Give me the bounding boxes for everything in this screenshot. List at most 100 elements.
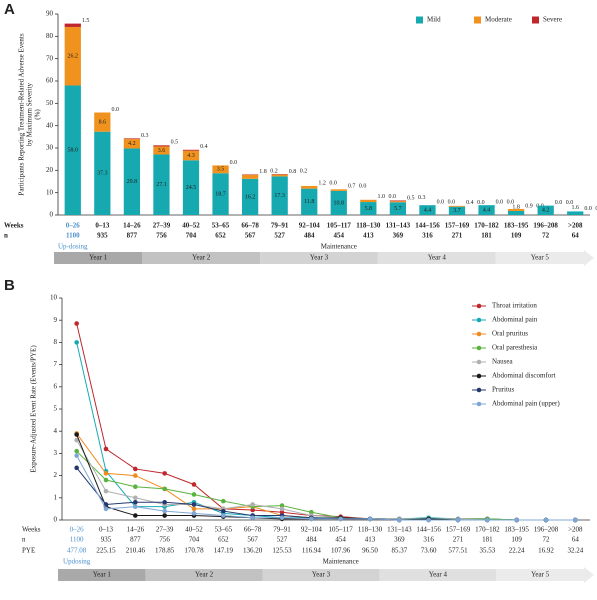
y-tick-label: 80	[46, 32, 54, 40]
row-value: 178.85	[155, 547, 175, 555]
legend-swatch	[532, 17, 539, 24]
row-value: 14–26	[127, 526, 145, 534]
legend-marker	[477, 332, 482, 337]
series-marker	[74, 449, 79, 454]
series-line	[77, 468, 576, 520]
row-value: 0–13	[95, 222, 110, 230]
row-value: 64	[572, 536, 580, 544]
row-value: 170–182	[474, 222, 499, 230]
legend-label: Abdominal pain	[492, 316, 538, 324]
series-line	[77, 342, 576, 520]
y-axis-label: Exposure-Adjusted Event Rate (Events/PYE…	[30, 345, 38, 473]
row-value: 79–91	[273, 526, 291, 534]
row-value: 271	[452, 232, 463, 240]
bar-value-label: 0.0	[496, 200, 504, 206]
series-marker	[162, 487, 167, 492]
row-value: 157–169	[445, 222, 470, 230]
series-marker	[133, 500, 138, 505]
row-value: 877	[130, 536, 141, 544]
row-value: 27–39	[156, 526, 174, 534]
row-value: 210.46	[126, 547, 146, 555]
row-value: 131–143	[387, 526, 412, 534]
row-value: 704	[189, 536, 200, 544]
panel-letter: B	[4, 277, 15, 294]
row-value: 652	[215, 232, 226, 240]
row-value: 181	[481, 232, 492, 240]
legend-marker	[477, 304, 482, 309]
row-label: n	[22, 536, 26, 544]
row-value: 316	[422, 232, 433, 240]
y-tick-label: 40	[46, 121, 54, 129]
bar-value-label: 37.3	[97, 171, 108, 177]
row-value: 64	[572, 232, 580, 240]
y-tick-label: 3	[54, 449, 58, 457]
series-marker	[133, 496, 138, 501]
row-value: 35.53	[479, 547, 495, 555]
series-marker	[280, 507, 285, 512]
year-band-label: Year 2	[195, 571, 214, 579]
bar-segment	[301, 186, 317, 189]
row-value: 413	[363, 232, 374, 240]
row-value: 144–156	[415, 222, 440, 230]
row-value: 109	[511, 536, 522, 544]
y-tick-label: 10	[46, 188, 54, 196]
year-band-label: Year 4	[428, 254, 447, 262]
bar-value-label: 0.2	[300, 169, 308, 175]
series-marker	[162, 471, 167, 476]
y-tick-label: 10	[50, 294, 58, 302]
bar-segment	[65, 24, 81, 27]
legend-label: Abdominal pain (upper)	[492, 400, 560, 408]
panel-letter: A	[4, 1, 15, 18]
series-marker	[133, 467, 138, 472]
bar-value-label: 0.0	[584, 206, 592, 212]
series-marker	[104, 507, 109, 512]
bar-value-label: 0.0	[359, 184, 367, 190]
year-band-arrow	[584, 567, 594, 583]
y-tick-label: 50	[46, 99, 54, 107]
row-value: 27–39	[153, 222, 171, 230]
row-value: 225.15	[96, 547, 116, 555]
bar-value-label: 0.0	[329, 180, 337, 186]
row-value: 85.37	[391, 547, 407, 555]
row-value: 413	[365, 536, 376, 544]
series-marker	[162, 513, 167, 518]
legend-marker	[477, 402, 482, 407]
bar-value-label: 8.6	[99, 119, 107, 125]
row-value: 935	[101, 536, 112, 544]
bar-value-label: 29.8	[127, 179, 138, 185]
series-marker	[338, 517, 343, 522]
legend-label: Oral paresthesia	[492, 344, 538, 352]
row-value: 131–143	[386, 222, 411, 230]
bar-value-label: 3.6	[158, 148, 166, 154]
row-label: n	[4, 232, 8, 240]
bar-value-label: 24.5	[186, 185, 197, 191]
bar-value-label: 26.2	[68, 54, 79, 60]
series-marker	[162, 500, 167, 505]
y-tick-label: 0	[50, 211, 54, 219]
row-value: 183–195	[504, 526, 529, 534]
bar-segment	[153, 145, 169, 146]
row-value: 66–78	[244, 526, 262, 534]
row-value: 40–52	[185, 526, 203, 534]
bar-value-label: 0.5	[407, 196, 415, 202]
year-band-label: Year 3	[310, 254, 329, 262]
y-tick-label: 60	[46, 77, 54, 85]
legend-swatch	[416, 17, 423, 24]
bar-value-label: 4.4	[424, 207, 432, 213]
y-axis-label: by Maximum Severity	[26, 83, 34, 146]
series-marker	[74, 321, 79, 326]
bar-value-label: 4.2	[128, 141, 136, 147]
series-marker	[104, 489, 109, 494]
legend-marker	[477, 360, 482, 365]
legend-label: Nausea	[492, 358, 513, 366]
bar-value-label: 0.0	[111, 107, 119, 113]
bar-value-label: 27.1	[156, 182, 167, 188]
bar-value-label: 10.8	[334, 200, 345, 206]
row-value: 136.20	[243, 547, 263, 555]
row-label: Weeks	[4, 222, 24, 230]
y-tick-label: 4	[54, 427, 58, 435]
y-tick-label: 9	[54, 316, 58, 324]
series-marker	[104, 447, 109, 452]
y-tick-label: 70	[46, 54, 54, 62]
series-marker	[221, 513, 226, 518]
